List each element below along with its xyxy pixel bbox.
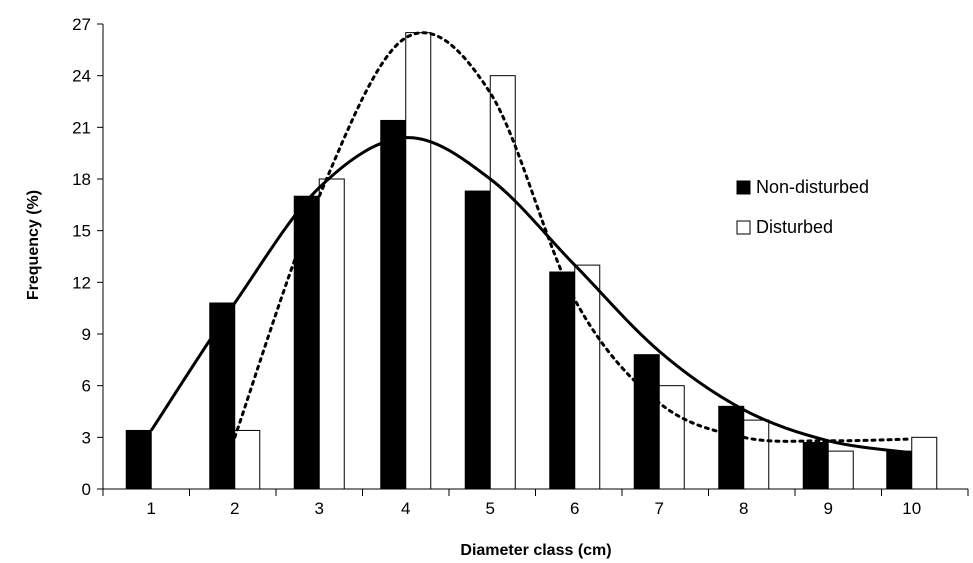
bar-disturbed-4 [405,32,432,490]
bar-non-disturbed-1 [125,429,152,490]
y-tick-label: 21 [72,118,91,137]
x-tick-label: 10 [902,499,921,518]
x-tick-label: 2 [230,499,239,518]
x-tick-label: 7 [655,499,664,518]
y-tick-label: 0 [82,480,91,499]
y-tick-label: 12 [72,273,91,292]
x-tick-label: 9 [824,499,833,518]
y-tick-label: 9 [82,325,91,344]
y-tick-label: 3 [82,428,91,447]
bar-non-disturbed-2 [209,302,236,490]
x-tick-label: 5 [486,499,495,518]
y-tick-label: 27 [72,15,91,34]
bar-non-disturbed-9 [802,442,829,490]
y-axis-title: Frequency (%) [25,190,42,300]
bar-disturbed-6 [574,264,601,490]
bar-disturbed-10 [911,436,938,490]
bar-disturbed-3 [318,178,345,490]
y-tick-label: 24 [72,67,91,86]
bar-non-disturbed-8 [718,405,745,490]
y-tick-label: 18 [72,170,91,189]
bar-non-disturbed-3 [293,195,320,490]
bar-non-disturbed-7 [633,354,660,490]
legend-label-non-disturbed: Non-disturbed [756,177,869,197]
bar-non-disturbed-6 [549,271,576,490]
legend-swatch-disturbed [736,220,751,235]
trend-line-disturbed [233,31,914,443]
bar-non-disturbed-10 [886,450,913,490]
bar-disturbed-8 [743,419,770,490]
x-tick-label: 6 [570,499,579,518]
trend-line-non-disturbed [149,136,912,455]
x-tick-label: 3 [315,499,324,518]
legend-swatch-non-disturbed [736,180,751,195]
plot-area [125,31,938,490]
y-tick-label: 15 [72,222,91,241]
bar-disturbed-5 [489,75,516,490]
bar-non-disturbed-4 [380,119,407,490]
x-tick-label: 1 [147,499,156,518]
bar-disturbed-7 [658,385,685,490]
bar-disturbed-2 [234,429,261,490]
x-tick-label: 8 [739,499,748,518]
y-tick-label: 6 [82,377,91,396]
x-tick-label: 4 [401,499,410,518]
legend-label-disturbed: Disturbed [756,217,833,237]
bar-disturbed-9 [827,450,854,490]
x-axis-title: Diameter class (cm) [460,542,611,559]
bar-non-disturbed-5 [464,190,491,490]
legend: Non-disturbed Disturbed [736,177,869,237]
